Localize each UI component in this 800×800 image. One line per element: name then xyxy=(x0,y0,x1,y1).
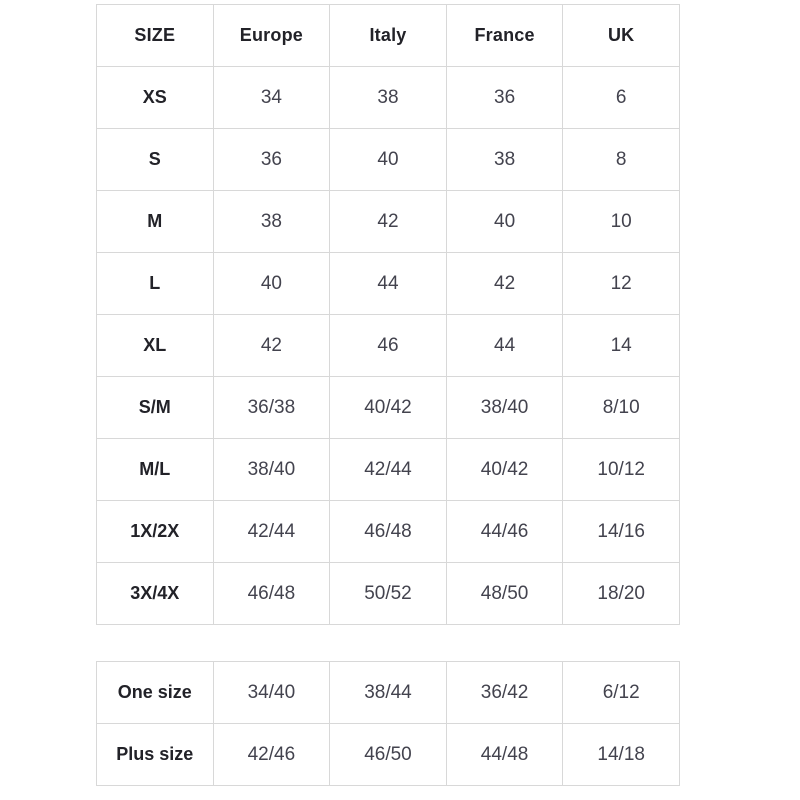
europe-value: 42/46 xyxy=(212,723,331,786)
table-row-m: M 38 42 40 10 xyxy=(96,190,680,253)
table-row-m-l: M/L 38/40 42/44 40/42 10/12 xyxy=(96,438,680,501)
italy-value: 46/48 xyxy=(329,500,447,563)
size-label: S/M xyxy=(96,376,214,439)
column-header-uk: UK xyxy=(562,4,680,67)
size-label: One size xyxy=(96,661,214,724)
italy-value: 38 xyxy=(329,66,447,129)
size-label: L xyxy=(96,252,214,315)
france-value: 38/40 xyxy=(445,376,564,439)
table-row-s: S 36 40 38 8 xyxy=(96,128,680,191)
france-value: 38 xyxy=(445,128,564,191)
size-label: M/L xyxy=(96,438,214,501)
europe-value: 42/44 xyxy=(212,500,331,563)
uk-value: 12 xyxy=(562,252,680,315)
italy-value: 44 xyxy=(329,252,447,315)
uk-value: 10 xyxy=(562,190,680,253)
table-row-3x-4x: 3X/4X 46/48 50/52 48/50 18/20 xyxy=(96,562,680,625)
france-value: 44/46 xyxy=(445,500,564,563)
uk-value: 14/18 xyxy=(562,723,680,786)
table-row-s-m: S/M 36/38 40/42 38/40 8/10 xyxy=(96,376,680,439)
column-header-size: SIZE xyxy=(96,4,214,67)
europe-value: 38/40 xyxy=(212,438,331,501)
table-row-xl: XL 42 46 44 14 xyxy=(96,314,680,377)
column-header-italy: Italy xyxy=(329,4,447,67)
header-row: SIZE Europe Italy France UK xyxy=(96,4,680,67)
special-sizes-table: One size 34/40 38/44 36/42 6/12 Plus siz… xyxy=(96,661,680,786)
europe-value: 34/40 xyxy=(212,661,331,724)
italy-value: 46 xyxy=(329,314,447,377)
size-label: XS xyxy=(96,66,214,129)
uk-value: 14 xyxy=(562,314,680,377)
italy-value: 42/44 xyxy=(329,438,447,501)
size-label: M xyxy=(96,190,214,253)
europe-value: 42 xyxy=(212,314,331,377)
table-gap xyxy=(96,625,800,661)
france-value: 40/42 xyxy=(445,438,564,501)
italy-value: 50/52 xyxy=(329,562,447,625)
table-row-xs: XS 34 38 36 6 xyxy=(96,66,680,129)
column-header-france: France xyxy=(445,4,564,67)
size-label: XL xyxy=(96,314,214,377)
uk-value: 10/12 xyxy=(562,438,680,501)
france-value: 40 xyxy=(445,190,564,253)
uk-value: 6 xyxy=(562,66,680,129)
france-value: 44/48 xyxy=(445,723,564,786)
italy-value: 40/42 xyxy=(329,376,447,439)
europe-value: 40 xyxy=(212,252,331,315)
france-value: 48/50 xyxy=(445,562,564,625)
table-row-l: L 40 44 42 12 xyxy=(96,252,680,315)
italy-value: 38/44 xyxy=(329,661,447,724)
uk-value: 18/20 xyxy=(562,562,680,625)
europe-value: 36 xyxy=(212,128,331,191)
europe-value: 38 xyxy=(212,190,331,253)
size-label: 1X/2X xyxy=(96,500,214,563)
uk-value: 14/16 xyxy=(562,500,680,563)
france-value: 44 xyxy=(445,314,564,377)
table-row-one-size: One size 34/40 38/44 36/42 6/12 xyxy=(96,661,680,724)
size-label: 3X/4X xyxy=(96,562,214,625)
uk-value: 8 xyxy=(562,128,680,191)
france-value: 36/42 xyxy=(445,661,564,724)
size-conversion-table: SIZE Europe Italy France UK XS 34 38 36 … xyxy=(96,4,680,625)
europe-value: 46/48 xyxy=(212,562,331,625)
france-value: 36 xyxy=(445,66,564,129)
column-header-europe: Europe xyxy=(212,4,331,67)
italy-value: 46/50 xyxy=(329,723,447,786)
italy-value: 40 xyxy=(329,128,447,191)
size-label: Plus size xyxy=(96,723,214,786)
table-row-plus-size: Plus size 42/46 46/50 44/48 14/18 xyxy=(96,723,680,786)
table-row-1x-2x: 1X/2X 42/44 46/48 44/46 14/16 xyxy=(96,500,680,563)
size-label: S xyxy=(96,128,214,191)
europe-value: 36/38 xyxy=(212,376,331,439)
europe-value: 34 xyxy=(212,66,331,129)
france-value: 42 xyxy=(445,252,564,315)
uk-value: 6/12 xyxy=(562,661,680,724)
italy-value: 42 xyxy=(329,190,447,253)
uk-value: 8/10 xyxy=(562,376,680,439)
